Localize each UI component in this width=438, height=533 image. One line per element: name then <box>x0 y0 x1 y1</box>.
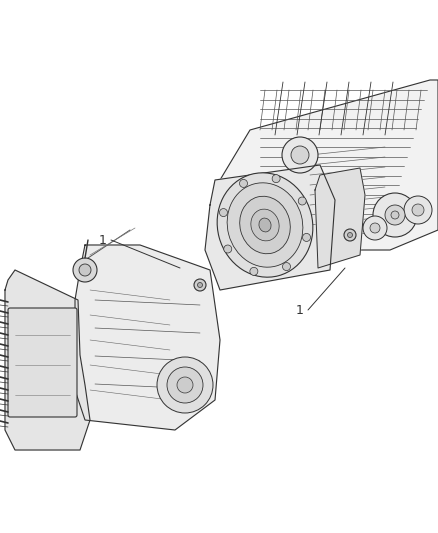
Circle shape <box>240 180 247 188</box>
Polygon shape <box>75 245 220 430</box>
Circle shape <box>224 245 232 253</box>
Ellipse shape <box>259 218 271 232</box>
Circle shape <box>177 377 193 393</box>
Circle shape <box>363 216 387 240</box>
Circle shape <box>283 263 290 271</box>
Circle shape <box>79 264 91 276</box>
Polygon shape <box>205 165 335 290</box>
Text: 1: 1 <box>99 233 107 246</box>
Circle shape <box>347 232 353 238</box>
Text: 1: 1 <box>296 303 304 317</box>
Circle shape <box>157 357 213 413</box>
FancyBboxPatch shape <box>8 308 77 417</box>
Circle shape <box>219 208 227 216</box>
Ellipse shape <box>217 173 313 277</box>
Polygon shape <box>5 270 90 450</box>
Circle shape <box>282 137 318 173</box>
Ellipse shape <box>240 196 290 254</box>
Circle shape <box>404 196 432 224</box>
Circle shape <box>298 197 306 205</box>
Circle shape <box>385 205 405 225</box>
Polygon shape <box>315 168 365 268</box>
Circle shape <box>250 268 258 276</box>
Circle shape <box>291 146 309 164</box>
Circle shape <box>370 223 380 233</box>
Circle shape <box>198 282 202 287</box>
Circle shape <box>73 258 97 282</box>
Circle shape <box>303 233 311 241</box>
Circle shape <box>373 193 417 237</box>
Circle shape <box>194 279 206 291</box>
Circle shape <box>344 229 356 241</box>
Circle shape <box>412 204 424 216</box>
Circle shape <box>272 175 280 183</box>
Ellipse shape <box>227 183 303 267</box>
Polygon shape <box>215 80 438 250</box>
Ellipse shape <box>251 209 279 241</box>
Circle shape <box>167 367 203 403</box>
Circle shape <box>391 211 399 219</box>
